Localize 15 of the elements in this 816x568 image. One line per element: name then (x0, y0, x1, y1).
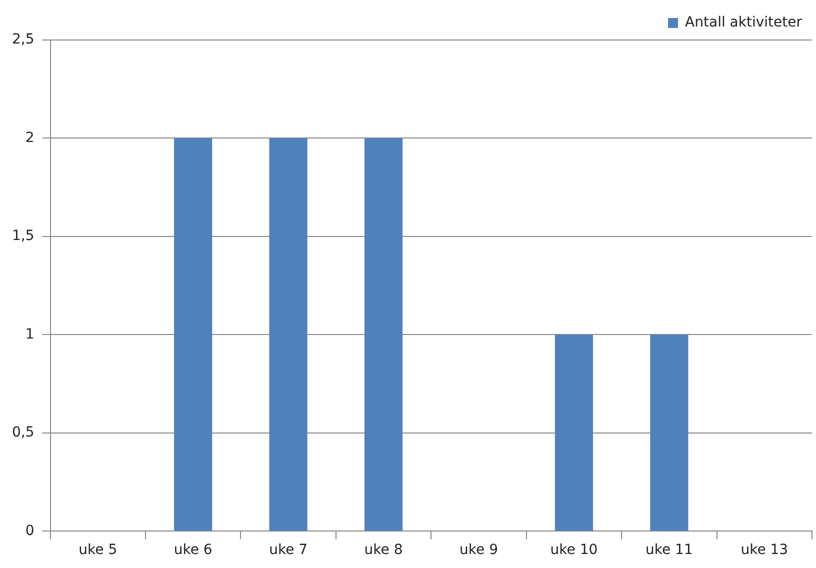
x-tick-label: uke 5 (78, 542, 118, 558)
y-tick-label: 1 (25, 326, 34, 342)
x-tick-label: uke 11 (645, 542, 693, 558)
x-tick-label: uke 9 (460, 542, 498, 558)
x-tick-label: uke 8 (364, 542, 403, 558)
y-tick-label: 2 (25, 130, 34, 146)
legend-label: Antall aktiviteter (685, 14, 802, 31)
y-tick-label: 0,5 (12, 424, 34, 441)
x-tick-label: uke 7 (269, 542, 308, 558)
y-tick-label: 0 (25, 522, 34, 539)
x-tick-label: uke 10 (550, 542, 598, 558)
y-tick-label: 1,5 (12, 228, 34, 244)
x-tick-label: uke 13 (740, 542, 788, 558)
x-tick-label: uke 6 (174, 542, 212, 558)
y-tick-label: 2,5 (12, 32, 34, 48)
